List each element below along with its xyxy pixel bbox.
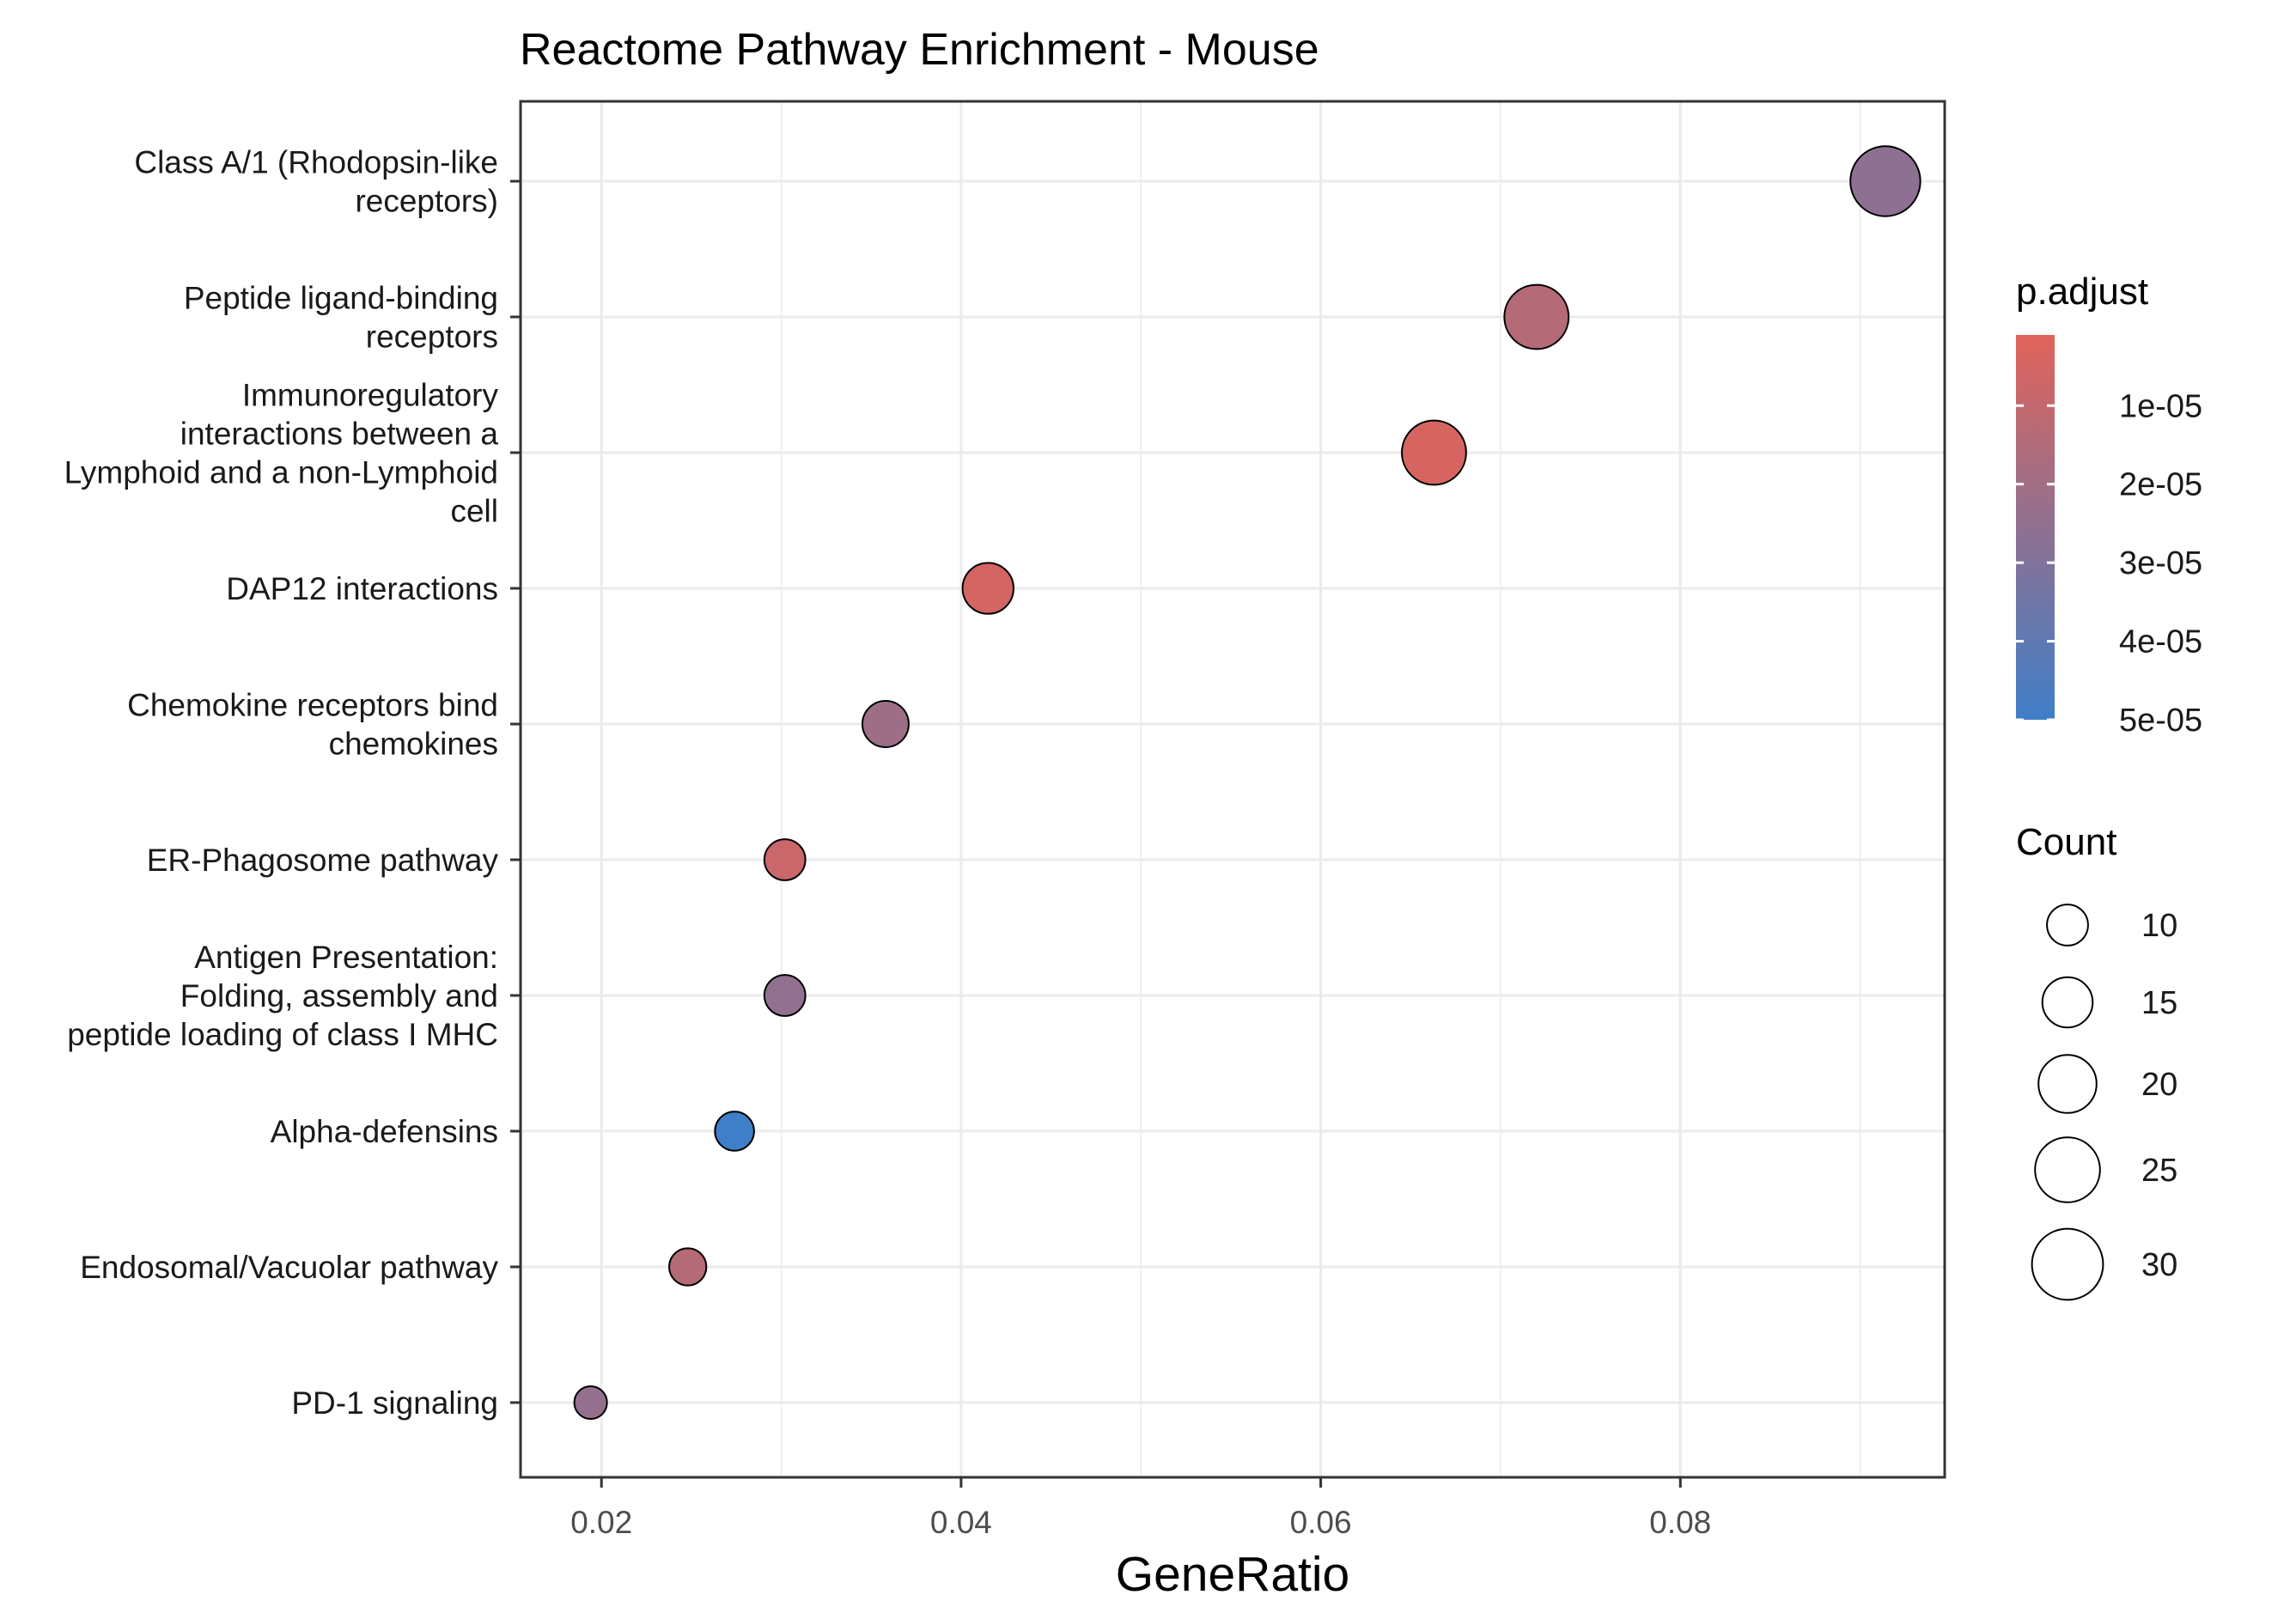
y-tick-label: ER-Phagosome pathway [147,843,499,878]
size-legend-title: Count [2016,821,2116,863]
y-tick-label: Alpha-defensins [271,1114,498,1149]
chart-title: Reactome Pathway Enrichment - Mouse [520,25,1319,75]
x-axis-ticks [600,1477,1682,1488]
data-point [668,1247,708,1287]
size-legend-circle [2041,976,2094,1029]
data-points [573,145,1921,1421]
color-legend-title: p.adjust [2016,271,2148,313]
size-legend-label: 15 [2141,985,2177,1021]
data-point [1401,419,1467,486]
color-legend-label: 1e-05 [2119,388,2202,424]
data-point [961,562,1014,615]
data-point [714,1111,755,1152]
x-axis-tick-labels: 0.02 0.04 0.06 0.08 [570,1505,1711,1540]
size-legend-items: 10 15 20 25 30 [2031,904,2177,1301]
y-tick-label: Endosomal/Vacuolar pathway [80,1250,498,1285]
color-legend-label: 3e-05 [2119,545,2202,581]
y-tick-label: Immunoregulatory interactions between a Ly… [64,378,499,529]
x-tick-label: 0.08 [1649,1505,1711,1540]
color-legend: p.adjust 1e-05 2e-05 3e-05 4e-05 5e-05 [2016,271,2202,739]
grid-lines [521,101,1945,1477]
size-legend-label: 30 [2141,1247,2177,1283]
y-axis-ticks [510,180,521,1404]
y-tick-label: Class A/1 (Rhodopsin-like receptors) [134,145,498,219]
size-legend-circle [2037,1054,2098,1114]
size-legend-label: 20 [2141,1067,2177,1103]
data-point [1503,283,1570,350]
y-axis-labels: Class A/1 (Rhodopsin-like receptors) Pepti… [64,145,499,1421]
data-point [862,700,910,748]
y-tick-label: Antigen Presentation: Folding, assembly a… [67,940,498,1052]
color-legend-label: 2e-05 [2119,467,2202,503]
x-tick-label: 0.02 [570,1505,632,1540]
color-legend-bar [2016,335,2055,720]
size-legend-label: 25 [2141,1153,2177,1189]
color-legend-ticks: 1e-05 2e-05 3e-05 4e-05 5e-05 [2016,388,2202,739]
data-point [1849,145,1921,217]
color-legend-label: 5e-05 [2119,703,2202,739]
color-legend-label: 4e-05 [2119,624,2202,660]
x-tick-label: 0.04 [930,1505,992,1540]
size-legend-label: 10 [2141,908,2177,944]
x-tick-label: 0.06 [1290,1505,1352,1540]
size-legend: Count 10 15 20 25 30 [2016,821,2177,1301]
data-point [763,838,807,881]
y-tick-label: DAP12 interactions [226,571,498,606]
y-tick-label: PD-1 signaling [291,1385,498,1421]
size-legend-circle [2031,1227,2104,1301]
size-legend-circle [2034,1136,2101,1203]
y-tick-label: Peptide ligand-binding receptors [184,281,498,355]
size-legend-circle [2046,904,2089,946]
y-tick-label: Chemokine receptors bind chemokines [127,688,498,762]
data-point [763,974,807,1017]
x-axis-label: GeneRatio [1116,1547,1350,1602]
data-point [573,1385,608,1421]
plot-panel-border [519,100,1946,1479]
